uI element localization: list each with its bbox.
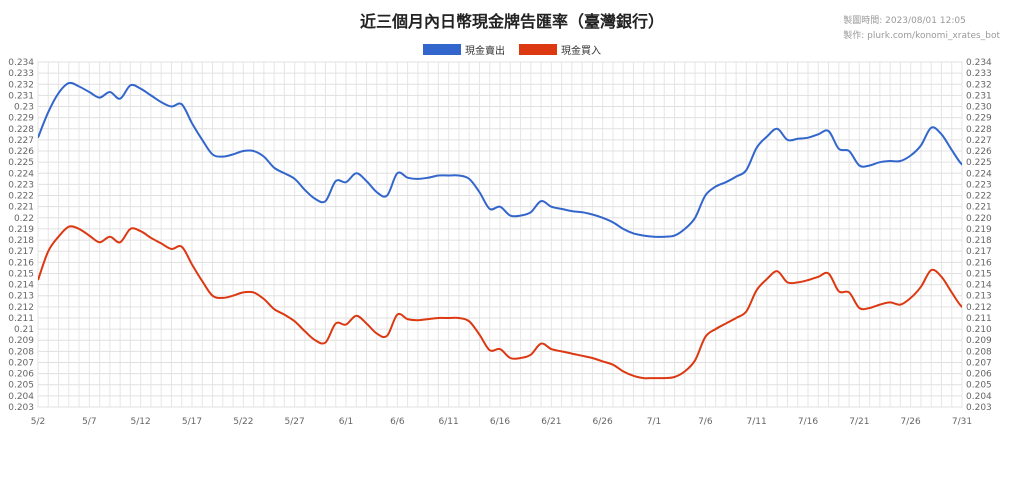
y-tick-label-left: 0.214: [8, 281, 34, 291]
x-tick-label: 5/2: [31, 417, 45, 427]
y-tick-label-right: 0.217: [966, 247, 992, 257]
y-tick-label-left: 0.218: [8, 236, 34, 246]
legend-swatch-sell: [423, 44, 461, 55]
y-tick-label-right: 0.225: [966, 158, 992, 168]
y-tick-label-left: 0.221: [8, 203, 34, 213]
y-tick-label-right: 0.204: [966, 392, 992, 402]
y-tick-label-left: 0.225: [8, 158, 34, 168]
legend-swatch-buy: [519, 44, 557, 55]
drawn-time-text: 製圖時間: 2023/08/01 12:05: [843, 16, 966, 26]
legend-item-buy[interactable]: 現金買入: [519, 42, 601, 57]
y-tick-label-right: 0.220: [966, 214, 992, 224]
y-tick-label-right: 0.232: [966, 80, 992, 90]
y-tick-label-right: 0.223: [966, 180, 992, 190]
y-tick-label-right: 0.206: [966, 370, 992, 380]
y-tick-label-right: 0.230: [966, 103, 992, 113]
x-tick-label: 6/16: [490, 417, 510, 427]
y-tick-label-left: 0.209: [8, 336, 34, 346]
y-tick-label-right: 0.203: [966, 403, 992, 413]
y-tick-label-left: 0.228: [8, 125, 34, 135]
y-tick-label-left: 0.231: [8, 91, 34, 101]
x-tick-label: 7/1: [647, 417, 661, 427]
legend-item-sell[interactable]: 現金賣出: [423, 42, 505, 57]
y-tick-label-right: 0.224: [966, 169, 992, 179]
y-tick-label-right: 0.207: [966, 358, 992, 368]
y-tick-label-left: 0.205: [8, 381, 34, 391]
x-tick-label: 7/31: [952, 417, 972, 427]
x-tick-label: 5/17: [182, 417, 202, 427]
y-tick-label-left: 0.216: [8, 258, 34, 268]
y-tick-label-right: 0.210: [966, 325, 992, 335]
y-tick-label-left: 0.206: [8, 370, 34, 380]
y-tick-label-left: 0.226: [8, 147, 34, 157]
y-tick-label-left: 0.23: [14, 103, 34, 113]
legend-label-buy: 現金買入: [561, 46, 601, 57]
y-tick-label-right: 0.216: [966, 258, 992, 268]
y-tick-label-right: 0.209: [966, 336, 992, 346]
y-tick-label-right: 0.218: [966, 236, 992, 246]
x-tick-label: 7/21: [849, 417, 869, 427]
y-tick-label-right: 0.208: [966, 347, 992, 357]
x-tick-label: 6/11: [439, 417, 459, 427]
x-tick-label: 5/27: [285, 417, 305, 427]
x-tick-label: 7/6: [698, 417, 713, 427]
y-tick-label-right: 0.231: [966, 91, 992, 101]
y-tick-label-left: 0.223: [8, 180, 34, 190]
series-line-sell: [38, 81, 962, 238]
series-line-buy: [38, 225, 962, 380]
x-tick-label: 6/26: [593, 417, 613, 427]
y-tick-label-left: 0.222: [8, 192, 34, 202]
y-tick-label-right: 0.205: [966, 381, 992, 391]
y-tick-label-left: 0.234: [8, 58, 34, 68]
y-tick-label-left: 0.203: [8, 403, 34, 413]
y-tick-label-left: 0.212: [8, 303, 34, 313]
y-tick-label-left: 0.21: [14, 325, 34, 335]
x-tick-label: 5/7: [82, 417, 96, 427]
chart-title: 近三個月內日幣現金牌告匯率（臺灣銀行）: [359, 12, 664, 31]
y-tick-label-left: 0.211: [8, 314, 34, 324]
y-tick-label-left: 0.227: [8, 136, 34, 146]
y-tick-label-right: 0.226: [966, 147, 992, 157]
y-tick-label-right: 0.229: [966, 114, 992, 124]
y-tick-label-right: 0.234: [966, 58, 992, 68]
y-tick-label-left: 0.22: [14, 214, 34, 224]
y-tick-label-left: 0.215: [8, 269, 34, 279]
x-tick-label: 5/22: [233, 417, 253, 427]
y-tick-label-left: 0.217: [8, 247, 34, 257]
legend-label-sell: 現金賣出: [465, 46, 505, 57]
y-tick-label-left: 0.213: [8, 292, 34, 302]
y-tick-label-left: 0.232: [8, 80, 34, 90]
y-tick-label-right: 0.215: [966, 269, 992, 279]
x-tick-label: 6/1: [339, 417, 353, 427]
y-tick-label-left: 0.204: [8, 392, 34, 402]
y-tick-label-right: 0.221: [966, 203, 992, 213]
x-tick-label: 7/16: [798, 417, 818, 427]
y-tick-label-left: 0.224: [8, 169, 34, 179]
y-tick-label-right: 0.211: [966, 314, 992, 324]
y-tick-label-right: 0.227: [966, 136, 992, 146]
y-tick-label-right: 0.213: [966, 292, 992, 302]
chart-legend: 現金賣出 現金買入: [0, 42, 1024, 57]
y-tick-label-right: 0.228: [966, 125, 992, 135]
y-tick-label-left: 0.219: [8, 225, 34, 235]
y-tick-label-left: 0.229: [8, 114, 34, 124]
x-tick-label: 7/26: [901, 417, 921, 427]
y-tick-label-right: 0.212: [966, 303, 992, 313]
x-tick-label: 5/12: [131, 417, 151, 427]
y-tick-label-left: 0.208: [8, 347, 34, 357]
y-tick-label-right: 0.214: [966, 281, 992, 291]
y-tick-label-left: 0.207: [8, 358, 34, 368]
x-tick-label: 7/11: [747, 417, 767, 427]
author-text: 製作: plurk.com/konomi_xrates_bot: [843, 31, 1000, 41]
x-tick-label: 6/6: [390, 417, 405, 427]
x-tick-label: 6/21: [541, 417, 561, 427]
y-tick-label-right: 0.222: [966, 192, 992, 202]
y-tick-label-right: 0.233: [966, 69, 992, 79]
y-tick-label-right: 0.219: [966, 225, 992, 235]
y-tick-label-left: 0.233: [8, 69, 34, 79]
chart-meta: 製圖時間: 2023/08/01 12:05 製作: plurk.com/kon…: [843, 14, 1000, 44]
